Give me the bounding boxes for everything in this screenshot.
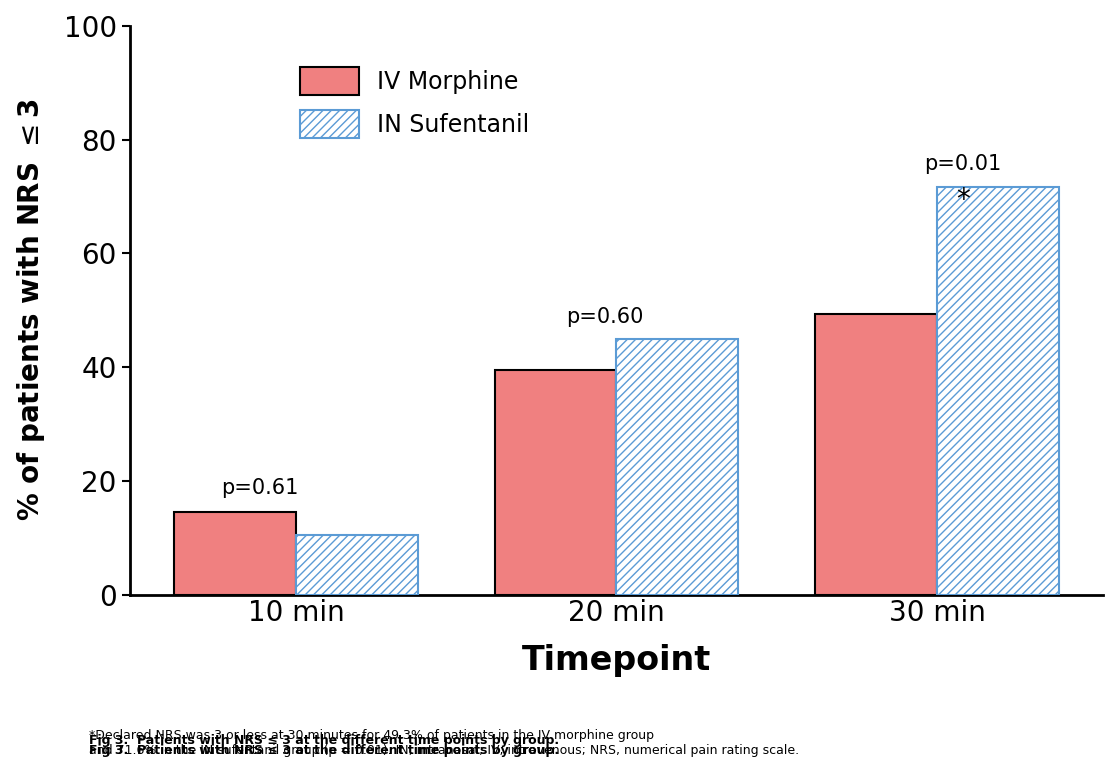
- Text: Fig 3.  Patients with NRS ≤ 3 at the different time points by group.: Fig 3. Patients with NRS ≤ 3 at the diff…: [89, 744, 560, 757]
- Text: *Declared NRS was 3 or less at 30 minutes for 49.3% of patients in the IV morphi: *Declared NRS was 3 or less at 30 minute…: [89, 730, 799, 757]
- Text: p=0.01: p=0.01: [923, 154, 1002, 174]
- Y-axis label: % of patients with NRS $\leq$3: % of patients with NRS $\leq$3: [15, 99, 47, 521]
- Text: p=0.61: p=0.61: [220, 478, 299, 498]
- X-axis label: Timepoint: Timepoint: [522, 644, 711, 677]
- Legend: IV Morphine, IN Sufentanil: IV Morphine, IN Sufentanil: [287, 55, 541, 150]
- Bar: [296, 535, 418, 594]
- Text: *: *: [956, 185, 969, 214]
- Bar: [815, 315, 937, 594]
- Bar: [937, 188, 1059, 594]
- Bar: [494, 370, 616, 594]
- Bar: [174, 512, 296, 594]
- Text: p=0.60: p=0.60: [566, 308, 643, 328]
- Bar: [616, 338, 738, 594]
- Text: Fig 3.  Patients with NRS ≤ 3 at the different time points by group.: Fig 3. Patients with NRS ≤ 3 at the diff…: [89, 734, 560, 747]
